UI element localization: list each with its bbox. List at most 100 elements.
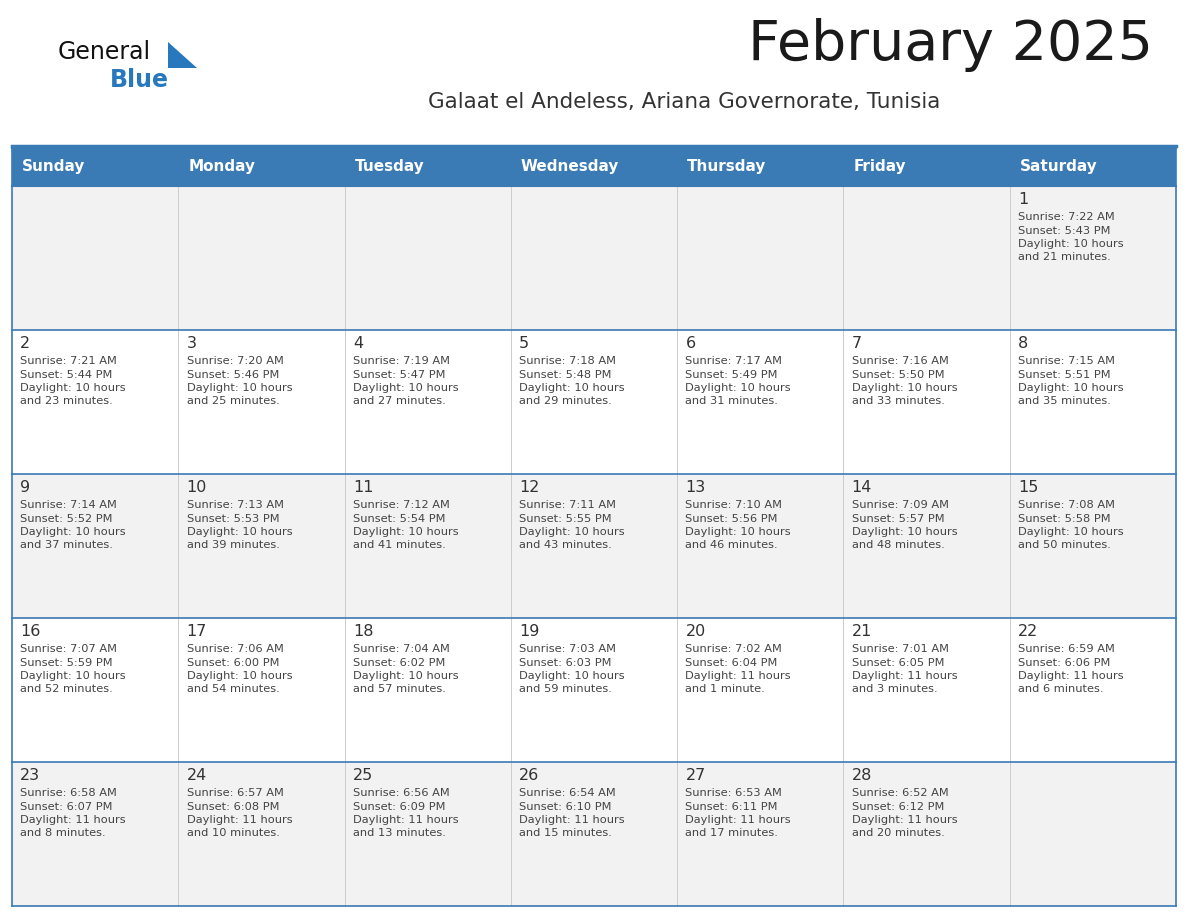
Text: Daylight: 10 hours: Daylight: 10 hours bbox=[852, 527, 958, 537]
Text: Sunset: 5:59 PM: Sunset: 5:59 PM bbox=[20, 657, 113, 667]
Text: Sunrise: 6:59 AM: Sunrise: 6:59 AM bbox=[1018, 644, 1114, 654]
Text: and 41 minutes.: and 41 minutes. bbox=[353, 541, 446, 551]
Text: Sunset: 6:00 PM: Sunset: 6:00 PM bbox=[187, 657, 279, 667]
Text: and 43 minutes.: and 43 minutes. bbox=[519, 541, 612, 551]
Bar bbox=[12, 762, 1176, 906]
Text: Daylight: 10 hours: Daylight: 10 hours bbox=[20, 671, 126, 681]
Text: Daylight: 10 hours: Daylight: 10 hours bbox=[852, 383, 958, 393]
Text: Daylight: 10 hours: Daylight: 10 hours bbox=[1018, 527, 1124, 537]
Text: Daylight: 11 hours: Daylight: 11 hours bbox=[685, 671, 791, 681]
Text: 8: 8 bbox=[1018, 336, 1029, 351]
Text: Daylight: 10 hours: Daylight: 10 hours bbox=[353, 527, 459, 537]
Text: and 33 minutes.: and 33 minutes. bbox=[852, 397, 944, 407]
Text: 4: 4 bbox=[353, 336, 364, 351]
Text: Daylight: 10 hours: Daylight: 10 hours bbox=[353, 383, 459, 393]
Bar bbox=[178, 148, 345, 186]
Bar bbox=[677, 148, 843, 186]
Text: Daylight: 10 hours: Daylight: 10 hours bbox=[519, 383, 625, 393]
Text: 6: 6 bbox=[685, 336, 696, 351]
Text: Daylight: 10 hours: Daylight: 10 hours bbox=[1018, 239, 1124, 249]
Text: Sunrise: 7:02 AM: Sunrise: 7:02 AM bbox=[685, 644, 783, 654]
Text: 21: 21 bbox=[852, 624, 872, 639]
Text: Sunrise: 6:52 AM: Sunrise: 6:52 AM bbox=[852, 788, 948, 798]
Text: and 21 minutes.: and 21 minutes. bbox=[1018, 252, 1111, 263]
Text: Sunrise: 7:19 AM: Sunrise: 7:19 AM bbox=[353, 356, 450, 366]
Text: 25: 25 bbox=[353, 768, 373, 783]
Bar bbox=[12, 186, 1176, 330]
Text: Sunrise: 7:22 AM: Sunrise: 7:22 AM bbox=[1018, 212, 1114, 222]
Text: 24: 24 bbox=[187, 768, 207, 783]
Text: Sunday: Sunday bbox=[21, 160, 86, 174]
Text: Sunset: 6:05 PM: Sunset: 6:05 PM bbox=[852, 657, 944, 667]
Bar bbox=[12, 330, 1176, 474]
Text: Daylight: 11 hours: Daylight: 11 hours bbox=[1018, 671, 1124, 681]
Text: Sunset: 5:50 PM: Sunset: 5:50 PM bbox=[852, 370, 944, 379]
Bar bbox=[511, 148, 677, 186]
Text: Sunset: 5:54 PM: Sunset: 5:54 PM bbox=[353, 513, 446, 523]
Text: Sunrise: 7:10 AM: Sunrise: 7:10 AM bbox=[685, 500, 783, 510]
Text: Sunset: 6:11 PM: Sunset: 6:11 PM bbox=[685, 801, 778, 812]
Text: Wednesday: Wednesday bbox=[520, 160, 619, 174]
Text: and 46 minutes.: and 46 minutes. bbox=[685, 541, 778, 551]
Text: Sunrise: 7:01 AM: Sunrise: 7:01 AM bbox=[852, 644, 949, 654]
Text: 28: 28 bbox=[852, 768, 872, 783]
Text: and 17 minutes.: and 17 minutes. bbox=[685, 829, 778, 838]
Bar bbox=[12, 618, 1176, 762]
Text: and 37 minutes.: and 37 minutes. bbox=[20, 541, 113, 551]
Text: 12: 12 bbox=[519, 480, 539, 495]
Text: Sunrise: 7:11 AM: Sunrise: 7:11 AM bbox=[519, 500, 617, 510]
Text: and 35 minutes.: and 35 minutes. bbox=[1018, 397, 1111, 407]
Text: Sunrise: 6:56 AM: Sunrise: 6:56 AM bbox=[353, 788, 449, 798]
Text: and 15 minutes.: and 15 minutes. bbox=[519, 829, 612, 838]
Text: Sunset: 5:49 PM: Sunset: 5:49 PM bbox=[685, 370, 778, 379]
Text: Sunrise: 7:18 AM: Sunrise: 7:18 AM bbox=[519, 356, 617, 366]
Text: Sunset: 5:43 PM: Sunset: 5:43 PM bbox=[1018, 226, 1111, 236]
Text: and 25 minutes.: and 25 minutes. bbox=[187, 397, 279, 407]
Text: 22: 22 bbox=[1018, 624, 1038, 639]
Text: Sunset: 5:56 PM: Sunset: 5:56 PM bbox=[685, 513, 778, 523]
Text: Daylight: 10 hours: Daylight: 10 hours bbox=[20, 527, 126, 537]
Text: Sunrise: 7:17 AM: Sunrise: 7:17 AM bbox=[685, 356, 783, 366]
Bar bbox=[345, 148, 511, 186]
Text: Daylight: 10 hours: Daylight: 10 hours bbox=[187, 527, 292, 537]
Text: and 48 minutes.: and 48 minutes. bbox=[852, 541, 944, 551]
Bar bbox=[12, 474, 1176, 618]
Text: Sunrise: 6:54 AM: Sunrise: 6:54 AM bbox=[519, 788, 615, 798]
Text: Sunset: 6:07 PM: Sunset: 6:07 PM bbox=[20, 801, 113, 812]
Text: Sunrise: 7:04 AM: Sunrise: 7:04 AM bbox=[353, 644, 450, 654]
Text: Sunrise: 7:21 AM: Sunrise: 7:21 AM bbox=[20, 356, 118, 366]
Text: Friday: Friday bbox=[853, 160, 906, 174]
Text: Daylight: 10 hours: Daylight: 10 hours bbox=[353, 671, 459, 681]
Text: Sunset: 5:44 PM: Sunset: 5:44 PM bbox=[20, 370, 113, 379]
Text: Monday: Monday bbox=[188, 160, 255, 174]
Text: Daylight: 10 hours: Daylight: 10 hours bbox=[187, 383, 292, 393]
Bar bbox=[843, 148, 1010, 186]
Text: and 13 minutes.: and 13 minutes. bbox=[353, 829, 446, 838]
Text: Daylight: 10 hours: Daylight: 10 hours bbox=[685, 527, 791, 537]
Bar bbox=[12, 148, 178, 186]
Text: Sunrise: 7:15 AM: Sunrise: 7:15 AM bbox=[1018, 356, 1116, 366]
Text: Daylight: 10 hours: Daylight: 10 hours bbox=[685, 383, 791, 393]
Text: Daylight: 10 hours: Daylight: 10 hours bbox=[20, 383, 126, 393]
Text: Galaat el Andeless, Ariana Governorate, Tunisia: Galaat el Andeless, Ariana Governorate, … bbox=[428, 92, 940, 112]
Text: Sunset: 6:12 PM: Sunset: 6:12 PM bbox=[852, 801, 944, 812]
Text: Sunset: 6:09 PM: Sunset: 6:09 PM bbox=[353, 801, 446, 812]
Text: Sunrise: 6:57 AM: Sunrise: 6:57 AM bbox=[187, 788, 284, 798]
Text: 2: 2 bbox=[20, 336, 31, 351]
Text: Blue: Blue bbox=[110, 68, 169, 92]
Text: 10: 10 bbox=[187, 480, 207, 495]
Text: Sunset: 5:51 PM: Sunset: 5:51 PM bbox=[1018, 370, 1111, 379]
Text: and 39 minutes.: and 39 minutes. bbox=[187, 541, 279, 551]
Text: and 1 minute.: and 1 minute. bbox=[685, 685, 765, 695]
Text: 3: 3 bbox=[187, 336, 196, 351]
Text: 5: 5 bbox=[519, 336, 530, 351]
Text: 17: 17 bbox=[187, 624, 207, 639]
Text: Saturday: Saturday bbox=[1019, 160, 1098, 174]
Text: Sunset: 5:52 PM: Sunset: 5:52 PM bbox=[20, 513, 113, 523]
Text: Daylight: 11 hours: Daylight: 11 hours bbox=[685, 815, 791, 825]
Text: Daylight: 10 hours: Daylight: 10 hours bbox=[187, 671, 292, 681]
Text: 18: 18 bbox=[353, 624, 373, 639]
Text: and 3 minutes.: and 3 minutes. bbox=[852, 685, 937, 695]
Text: Sunset: 5:47 PM: Sunset: 5:47 PM bbox=[353, 370, 446, 379]
Text: Sunset: 6:02 PM: Sunset: 6:02 PM bbox=[353, 657, 446, 667]
